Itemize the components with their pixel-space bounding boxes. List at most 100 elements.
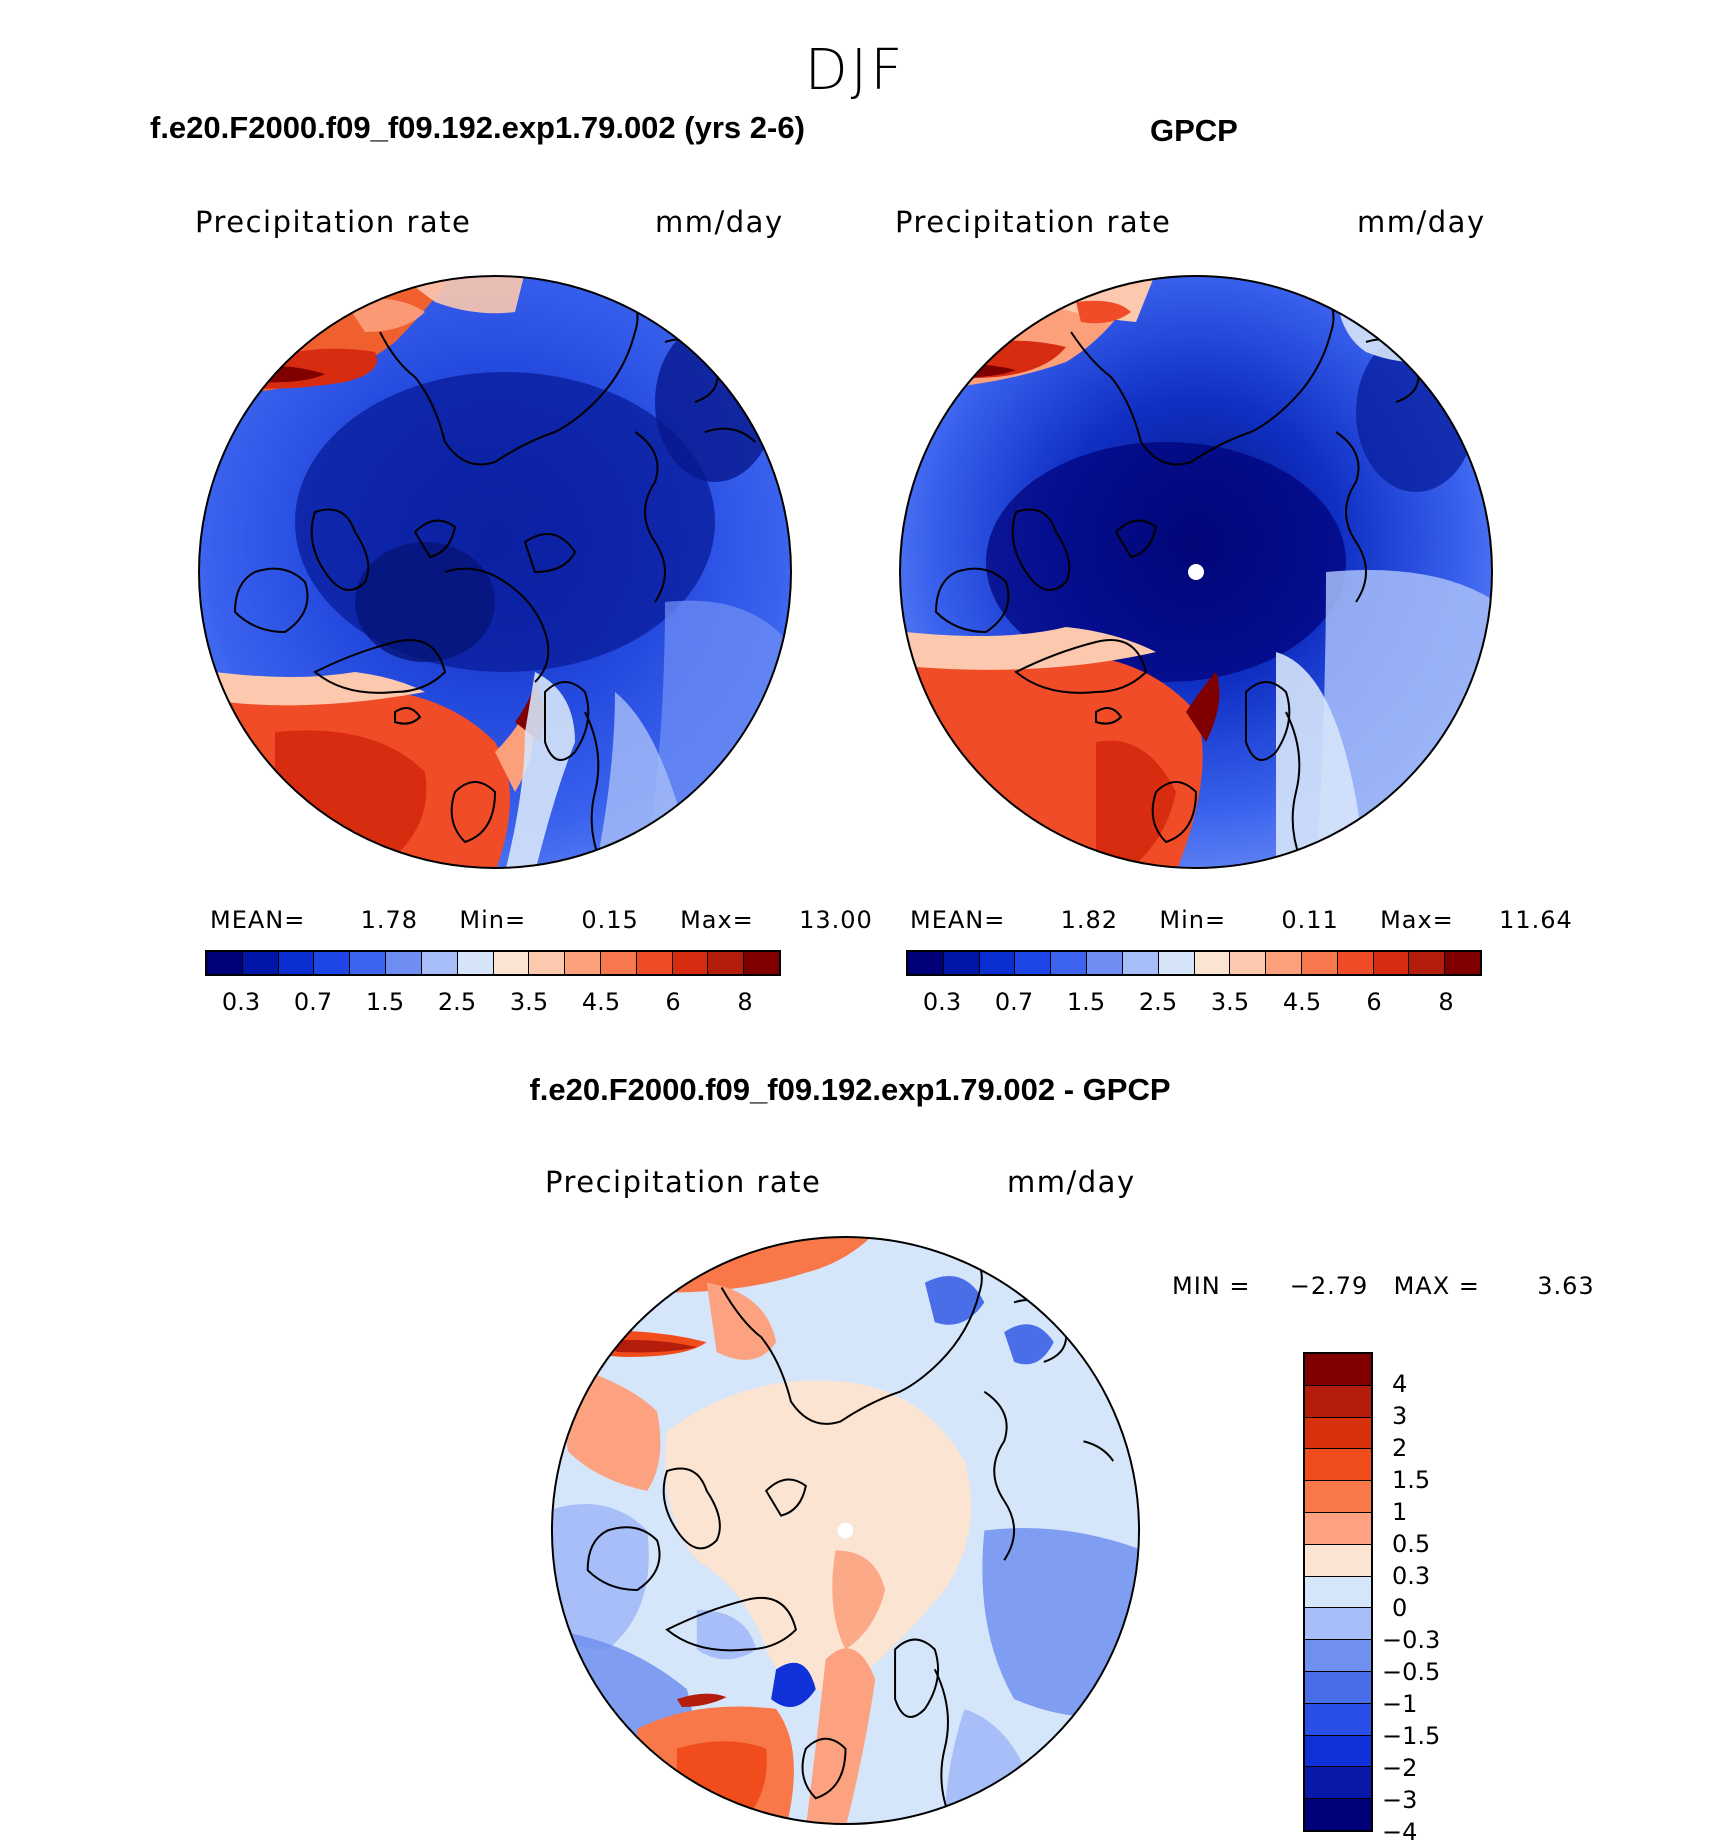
colorbar-tick-label: 4.5 [581,988,621,1016]
colorbar-swatch [1305,1417,1371,1450]
colorbar-swatch [493,952,530,974]
colorbar-swatch [1305,1767,1371,1800]
obs-colorbar [906,950,1482,976]
diff-variable-label: Precipitation rate [545,1165,822,1199]
colorbar-swatch [1305,1544,1371,1577]
colorbar-swatch [1122,952,1159,974]
colorbar-swatch [1305,1385,1371,1418]
model-units-label: mm/day [655,205,784,239]
diff-stats-row: MIN = −2.79 MAX = 3.63 [1172,1272,1595,1300]
model-mean-value: 1.78 [360,906,419,934]
colorbar-tick-label: 1.5 [1066,988,1106,1016]
colorbar-tick-label: 2.5 [1138,988,1178,1016]
colorbar-swatch [908,952,944,974]
colorbar-tick-label: 4 [1392,1370,1408,1398]
diff-panel-title: f.e20.F2000.f09_f09.192.exp1.79.002 - GP… [529,1072,1171,1107]
colorbar-tick-label: 0.5 [1392,1530,1431,1558]
colorbar-swatch [386,952,422,974]
colorbar-swatch [1445,952,1480,974]
obs-min-value: 0.11 [1281,906,1339,934]
colorbar-swatch [744,952,779,974]
diff-min-value: −2.79 [1289,1272,1369,1300]
colorbar-tick-label: 0.3 [221,988,261,1016]
colorbar-swatch [1266,952,1302,974]
colorbar-swatch [421,952,458,974]
colorbar-swatch [1015,952,1052,974]
colorbar-swatch [672,952,709,974]
colorbar-tick-label: 2.5 [437,988,477,1016]
colorbar-swatch [529,952,566,974]
colorbar-tick-label: −0.5 [1382,1658,1441,1686]
colorbar-swatch [278,952,315,974]
colorbar-swatch [1305,1799,1371,1830]
model-min-value: 0.15 [581,906,639,934]
colorbar-tick-label: 1.5 [365,988,405,1016]
colorbar-tick-label: 3.5 [509,988,549,1016]
model-colorbar [205,950,781,976]
model-polar-map [198,275,792,869]
colorbar-swatch [1305,1608,1371,1641]
colorbar-swatch [1409,952,1446,974]
diff-max-value: 3.63 [1537,1272,1595,1300]
model-stats-row: MEAN= 1.78 Min= 0.15 Max= 13.00 [210,906,873,934]
model-panel-title: f.e20.F2000.f09_f09.192.exp1.79.002 (yrs… [150,110,805,145]
colorbar-swatch [1337,952,1374,974]
diff-max-label: MAX = [1393,1272,1480,1300]
colorbar-swatch [350,952,387,974]
colorbar-tick-label: 1 [1392,1498,1408,1526]
colorbar-swatch [1158,952,1195,974]
diff-min-label: MIN = [1172,1272,1251,1300]
colorbar-swatch [979,952,1016,974]
figure-title: DJF [804,38,906,103]
colorbar-swatch [1373,952,1410,974]
colorbar-tick-label: 6 [1366,988,1382,1016]
obs-stats-row: MEAN= 1.82 Min= 0.11 Max= 11.64 [910,906,1573,934]
diff-polar-map [550,1235,1141,1826]
model-variable-label: Precipitation rate [195,205,472,239]
colorbar-tick-label: 2 [1392,1434,1408,1462]
colorbar-swatch [457,952,494,974]
colorbar-tick-label: 4.5 [1282,988,1322,1016]
colorbar-swatch [1305,1354,1371,1386]
obs-min-label: Min= [1159,906,1227,934]
colorbar-tick-label: 1.5 [1392,1466,1431,1494]
colorbar-tick-label: 0 [1392,1594,1408,1622]
colorbar-swatch [600,952,637,974]
colorbar-tick-label: 8 [737,988,753,1016]
colorbar-swatch [1305,1703,1371,1736]
colorbar-swatch [1305,1671,1371,1704]
obs-mean-label: MEAN= [910,906,1006,934]
model-max-value: 13.00 [799,906,873,934]
colorbar-swatch [1087,952,1123,974]
colorbar-tick-label: 0.7 [994,988,1034,1016]
colorbar-swatch [565,952,601,974]
colorbar-swatch [1305,1449,1371,1482]
colorbar-tick-label: −2 [1382,1754,1418,1782]
obs-max-label: Max= [1380,906,1454,934]
diff-colorbar [1303,1352,1373,1832]
obs-max-value: 11.64 [1499,906,1573,934]
colorbar-tick-label: 3.5 [1210,988,1250,1016]
obs-variable-label: Precipitation rate [895,205,1172,239]
obs-units-label: mm/day [1357,205,1486,239]
colorbar-swatch [1305,1481,1371,1513]
colorbar-swatch [1230,952,1267,974]
colorbar-tick-label: 0.7 [293,988,333,1016]
model-min-label: Min= [459,906,527,934]
colorbar-swatch [1305,1576,1371,1609]
model-max-label: Max= [680,906,754,934]
colorbar-swatch [1305,1735,1371,1768]
colorbar-swatch [1194,952,1231,974]
colorbar-tick-label: −4 [1382,1818,1418,1846]
colorbar-swatch [1305,1512,1371,1545]
model-colorbar-labels: 0.3 0.7 1.5 2.5 3.5 4.5 6 8 [205,988,781,1018]
colorbar-swatch [708,952,745,974]
colorbar-tick-label: 0.3 [922,988,962,1016]
obs-panel-title: GPCP [1150,113,1238,148]
colorbar-swatch [207,952,243,974]
colorbar-tick-label: −1 [1382,1690,1418,1718]
colorbar-swatch [314,952,351,974]
colorbar-tick-label: −0.3 [1382,1626,1441,1654]
colorbar-tick-label: 3 [1392,1402,1408,1430]
colorbar-swatch [242,952,279,974]
